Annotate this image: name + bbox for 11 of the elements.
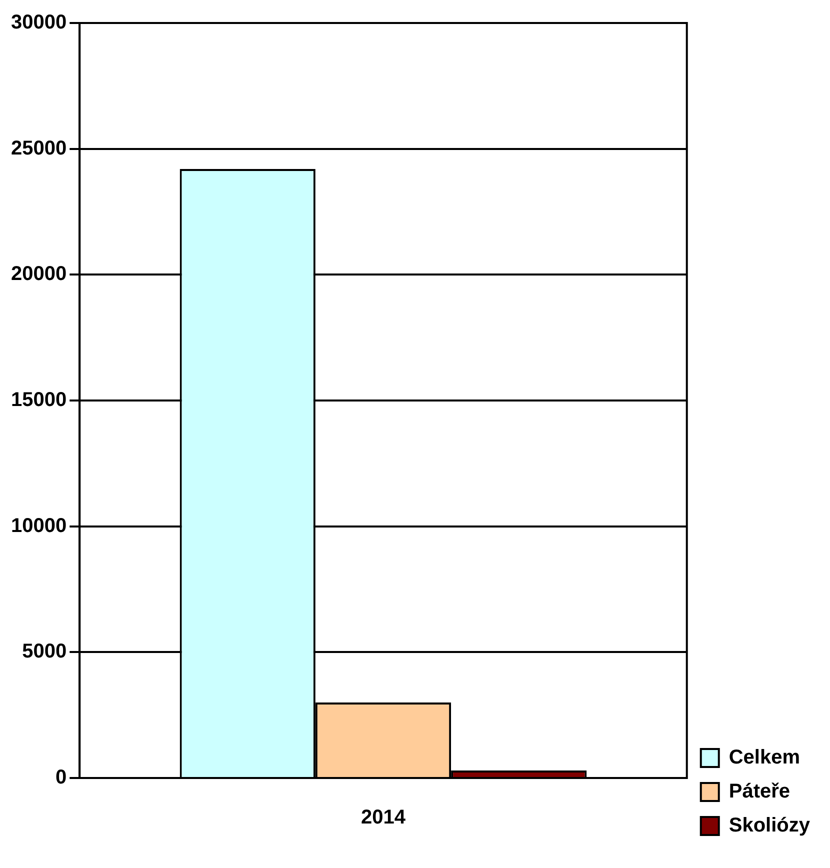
y-tick-label: 0 — [55, 766, 67, 789]
y-tick-label: 20000 — [10, 263, 67, 286]
x-tick-label: 2014 — [360, 806, 406, 829]
legend-label: Celkem — [728, 746, 800, 769]
legend-label: Skoliózy — [728, 814, 811, 837]
y-tick-label: 15000 — [10, 389, 67, 412]
y-tick-label: 25000 — [10, 137, 67, 160]
y-tick-label: 30000 — [10, 12, 67, 34]
y-tick-label: 10000 — [10, 514, 67, 537]
y-tick-label: 5000 — [22, 640, 67, 663]
legend-label: Páteře — [728, 780, 790, 803]
